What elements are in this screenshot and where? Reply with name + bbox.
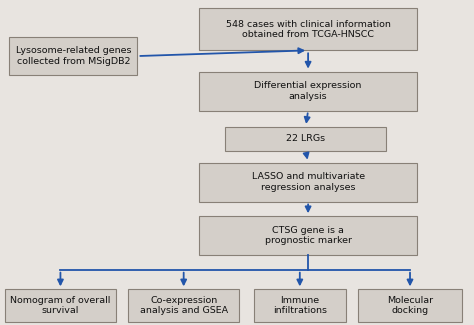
FancyBboxPatch shape: [199, 8, 417, 50]
FancyBboxPatch shape: [199, 162, 417, 202]
Text: Lysosome-related genes
collected from MSigDB2: Lysosome-related genes collected from MS…: [16, 46, 131, 66]
FancyBboxPatch shape: [358, 289, 462, 322]
Text: Nomogram of overall
survival: Nomogram of overall survival: [10, 296, 110, 315]
Text: Differential expression
analysis: Differential expression analysis: [255, 81, 362, 101]
Text: 22 LRGs: 22 LRGs: [286, 135, 325, 143]
Text: Immune
infiltrations: Immune infiltrations: [273, 296, 327, 315]
Text: LASSO and multivariate
regression analyses: LASSO and multivariate regression analys…: [252, 172, 365, 192]
FancyBboxPatch shape: [5, 289, 116, 322]
Text: 548 cases with clinical information
obtained from TCGA-HNSCC: 548 cases with clinical information obta…: [226, 20, 391, 39]
Text: CTSG gene is a
prognostic marker: CTSG gene is a prognostic marker: [264, 226, 352, 245]
FancyBboxPatch shape: [199, 216, 417, 255]
Text: Co-expression
analysis and GSEA: Co-expression analysis and GSEA: [140, 296, 228, 315]
FancyBboxPatch shape: [128, 289, 239, 322]
FancyBboxPatch shape: [9, 37, 137, 75]
FancyBboxPatch shape: [199, 72, 417, 110]
Text: Molecular
docking: Molecular docking: [387, 296, 433, 315]
FancyBboxPatch shape: [254, 289, 346, 322]
FancyBboxPatch shape: [225, 127, 386, 151]
